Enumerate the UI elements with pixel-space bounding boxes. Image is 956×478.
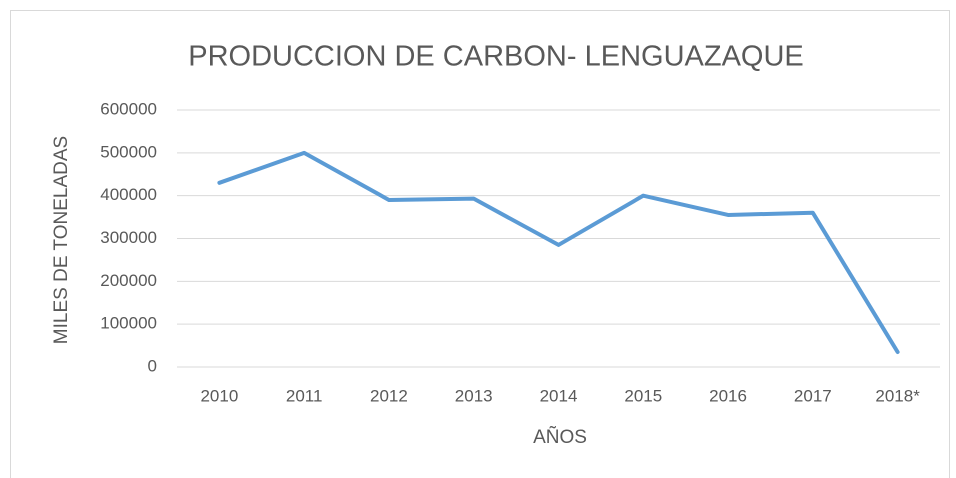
x-tick-label: 2010 [200,386,238,405]
x-tick-label: 2014 [540,386,578,405]
chart-title: PRODUCCION DE CARBON- LENGUAZAQUE [188,41,804,73]
y-tick-label: 100000 [100,314,157,333]
x-tick-label: 2013 [455,386,493,405]
x-tick-label: 2016 [709,386,747,405]
x-tick-label: 2018* [875,386,920,405]
x-axis-label: AÑOS [533,426,587,448]
x-tick-label: 2015 [624,386,662,405]
chart-border [10,10,950,478]
y-tick-label: 600000 [100,99,157,118]
y-axis-label: MILES DE TONELADAS [51,136,72,344]
y-tick-label: 500000 [100,142,157,161]
data-line [217,150,900,355]
y-tick-label: 0 [148,356,157,375]
y-tick-label: 200000 [100,271,157,290]
y-tick-label: 300000 [100,228,157,247]
x-tick-label: 2017 [794,386,832,405]
y-tick-label: 400000 [100,185,157,204]
x-tick-label: 2012 [370,386,408,405]
x-tick-label: 2011 [286,386,323,405]
